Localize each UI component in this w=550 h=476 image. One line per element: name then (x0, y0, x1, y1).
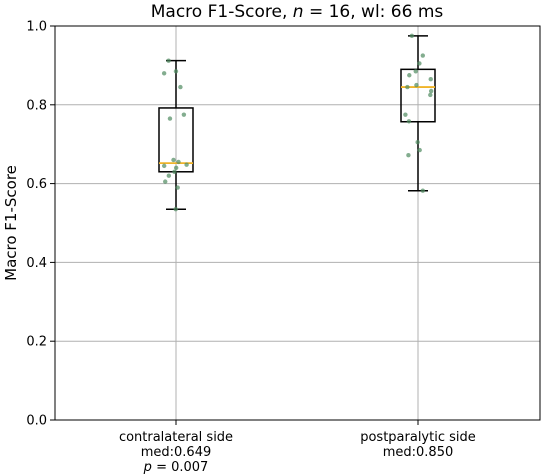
y-tick-label: 1.0 (26, 20, 47, 35)
plot-frame (54, 25, 541, 421)
y-tick-label: 0.6 (26, 177, 47, 192)
median-label: med:0.850 (383, 445, 454, 460)
data-point (163, 179, 168, 184)
data-point (171, 157, 176, 163)
data-point (414, 82, 419, 88)
data-point (428, 76, 433, 82)
data-point (161, 163, 167, 169)
y-tick-label: 0.0 (26, 414, 47, 429)
data-point (407, 73, 412, 78)
data-point (406, 153, 411, 158)
data-point (173, 207, 178, 212)
median-label: med:0.649 (141, 445, 212, 460)
data-point (161, 71, 167, 76)
data-point (181, 112, 187, 117)
data-point (173, 165, 179, 171)
data-point (409, 33, 415, 39)
title-n-symbol: n (293, 2, 304, 22)
data-point (167, 116, 173, 121)
category-label: contralateral side (119, 430, 233, 445)
data-point (405, 84, 410, 90)
data-point (184, 162, 189, 167)
grid-layer (55, 25, 540, 421)
y-tick-label: 0.4 (26, 256, 47, 271)
data-point (428, 92, 433, 98)
title-suffix: = 16, wl: 66 ms (304, 2, 444, 22)
data-point (178, 84, 183, 90)
data-point (403, 112, 408, 117)
data-point (166, 173, 172, 178)
chart-title: Macro F1-Score, n = 16, wl: 66 ms (151, 2, 444, 22)
y-tick-label: 0.8 (26, 98, 47, 113)
data-point (428, 88, 434, 94)
data-point (166, 58, 171, 63)
data-point (415, 140, 420, 145)
title-prefix: Macro F1-Score, (151, 2, 293, 22)
data-point (420, 188, 426, 193)
category-label: postparalytic side (360, 430, 476, 445)
y-tick-label: 0.2 (26, 335, 47, 350)
data-point (176, 159, 181, 165)
data-point (417, 147, 422, 153)
p-value-label: p = 0.007 (143, 460, 209, 475)
data-point (413, 69, 418, 74)
plot-layer (158, 33, 436, 212)
p-symbol: p (143, 460, 152, 475)
data-point (417, 61, 422, 66)
data-point (173, 69, 179, 74)
data-point (420, 53, 426, 58)
box-group-2 (400, 33, 436, 193)
p-value: = 0.007 (152, 460, 208, 475)
y-axis-label: Macro F1-Score (2, 165, 20, 281)
y-ticks: 0.0 0.2 0.4 0.6 0.8 1.0 (26, 20, 55, 429)
box-group-1 (158, 58, 194, 212)
data-point (406, 119, 412, 124)
data-point (175, 185, 180, 190)
iqr-box (400, 68, 436, 123)
data-point (172, 169, 177, 174)
